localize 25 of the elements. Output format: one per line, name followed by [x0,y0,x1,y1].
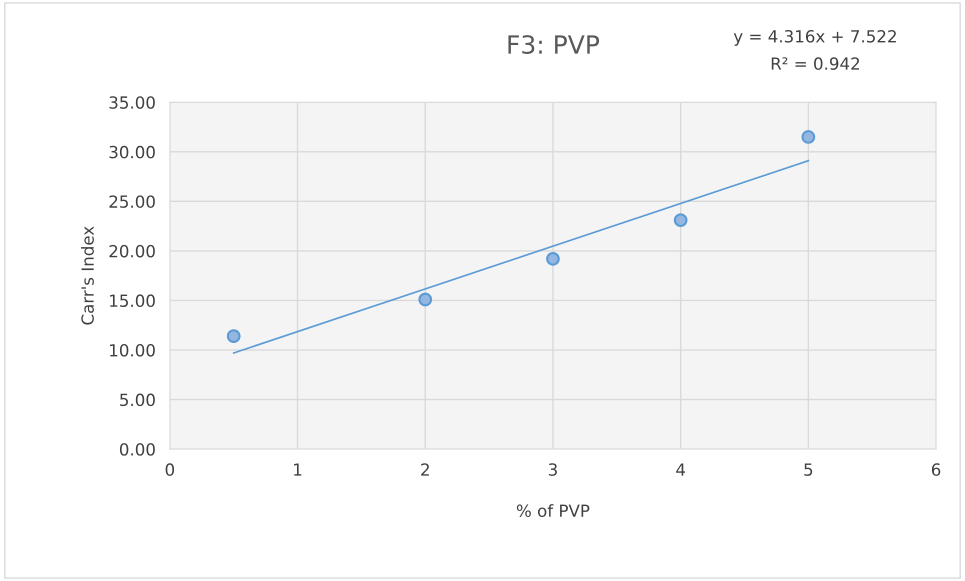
x-tick-label: 3 [548,463,557,476]
y-tick-label: 0.00 [120,443,155,456]
point [674,213,688,228]
point [226,329,241,343]
x-tick-label: 6 [932,463,940,476]
text: y = 4.316x + 7.522 [734,30,896,46]
y-tick-label: 20.00 [109,244,155,258]
x-axis-title: % of PVP [516,504,590,518]
y-tick-label: 10.00 [110,344,155,357]
y-tick-label: 30.00 [110,146,155,158]
text: R² = 0.942 [772,57,860,70]
point [546,252,560,266]
y-tick-label: 15.00 [110,294,155,308]
x-tick-label: 1 [294,464,302,476]
point [418,292,432,306]
x-tick-label: 5 [804,464,812,476]
y-axis-title: Carr's Index [80,226,94,325]
point [801,130,816,144]
y-tick-label: 5.00 [120,394,155,406]
x-tick-label: 2 [421,463,429,476]
chart-title: F3: PVP [508,35,600,54]
x-tick-label: 4 [676,464,686,476]
y-tick-label: 35.00 [110,96,155,109]
x-tick-label: 0 [166,463,174,476]
y-tick-label: 25.00 [109,195,155,208]
